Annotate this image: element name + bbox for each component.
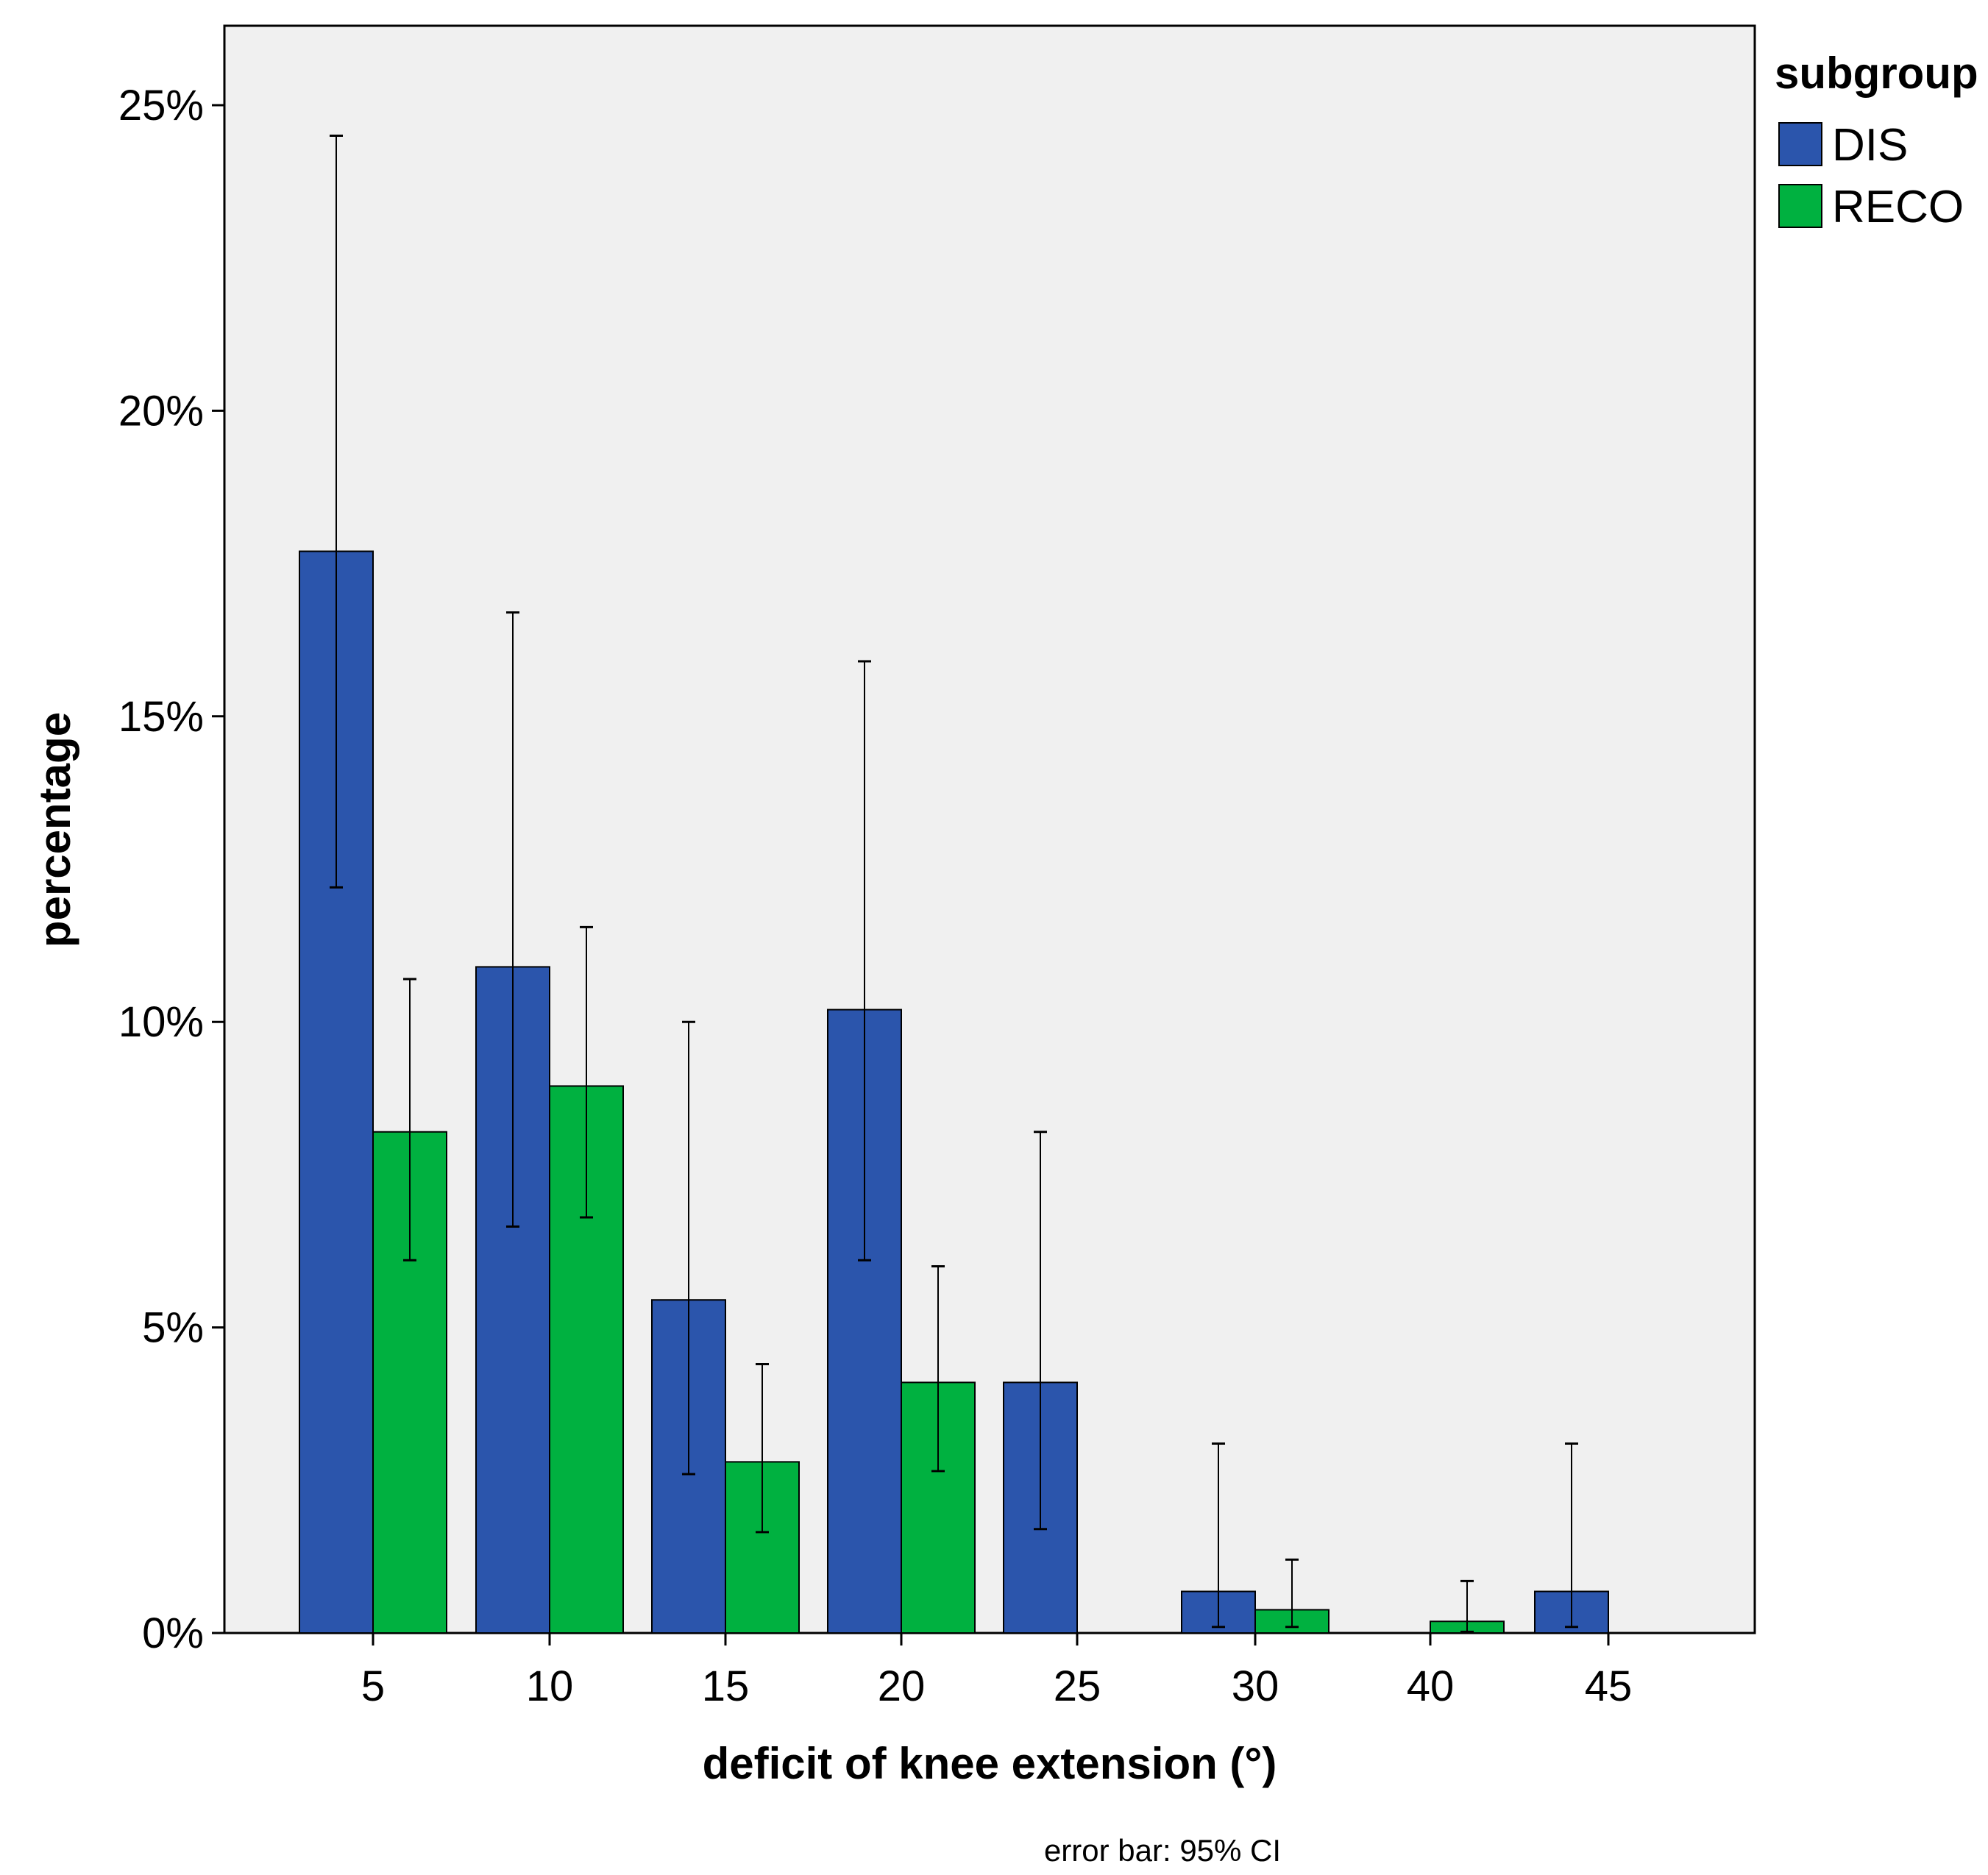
y-tick-label: 15%	[118, 693, 204, 741]
y-tick-label: 25%	[118, 82, 204, 129]
x-tick-label: 25	[1054, 1662, 1101, 1710]
error-bar-reco-10	[580, 925, 593, 1219]
x-axis-title: deficit of knee extension (°)	[703, 1739, 1277, 1788]
y-tick-label: 5%	[142, 1304, 204, 1352]
legend-swatch-dis	[1778, 122, 1822, 166]
error-bar-dis-20	[858, 660, 871, 1262]
error-bar-dis-30	[1212, 1442, 1225, 1629]
error-bar-dis-25	[1034, 1131, 1047, 1531]
legend-label-reco: RECO	[1832, 182, 1964, 232]
error-bar-dis-45	[1565, 1442, 1578, 1629]
x-tick-label: 10	[526, 1662, 574, 1710]
error-bar-reco-30	[1285, 1558, 1299, 1629]
plot-area	[223, 24, 1756, 1634]
x-tick-label: 30	[1232, 1662, 1279, 1710]
y-tick-label: 20%	[118, 387, 204, 435]
y-tick-label: 10%	[118, 998, 204, 1046]
footnote: error bar: 95% CI	[1044, 1833, 1281, 1868]
error-bar-reco-15	[756, 1362, 769, 1534]
x-tick-label: 20	[878, 1662, 926, 1710]
legend-label-dis: DIS	[1832, 120, 1908, 171]
error-bar-dis-15	[682, 1020, 695, 1476]
legend-swatch-reco	[1778, 184, 1822, 228]
x-tick-label: 5	[361, 1662, 385, 1710]
legend-title: subgroup	[1775, 49, 1978, 98]
x-tick-label: 40	[1407, 1662, 1455, 1710]
x-tick-label: 15	[702, 1662, 750, 1710]
y-axis-title: percentage	[30, 712, 79, 947]
y-tick-label: 0%	[142, 1609, 204, 1657]
bar-reco-10	[549, 1085, 624, 1634]
error-bar-dis-5	[330, 135, 343, 889]
x-tick-label: 45	[1585, 1662, 1633, 1710]
error-bar-reco-20	[931, 1265, 945, 1473]
error-bar-reco-40	[1460, 1579, 1474, 1633]
error-bar-reco-5	[403, 978, 416, 1262]
error-bar-dis-10	[506, 611, 519, 1228]
